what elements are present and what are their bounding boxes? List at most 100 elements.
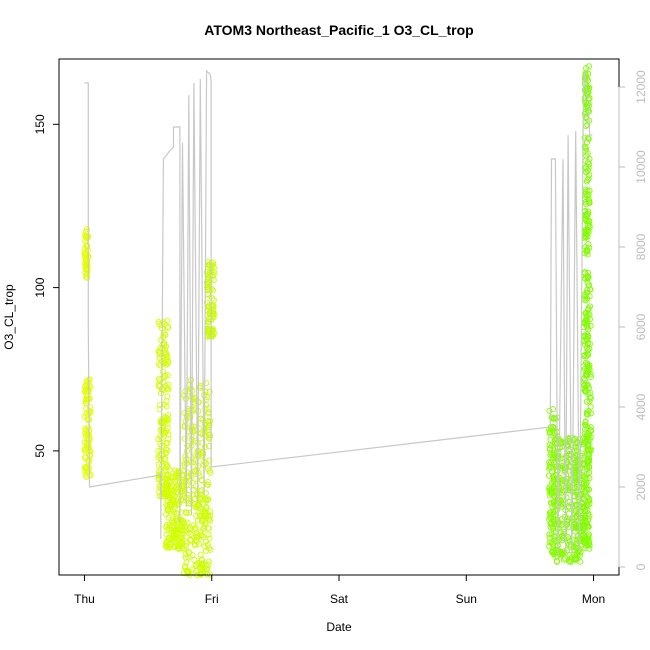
data-point xyxy=(166,534,173,541)
data-point xyxy=(168,487,175,494)
data-point xyxy=(181,487,188,494)
data-point xyxy=(82,471,89,478)
data-point xyxy=(582,297,589,304)
data-point xyxy=(182,509,190,516)
data-point xyxy=(585,384,593,391)
data-point xyxy=(585,432,592,439)
data-point xyxy=(550,511,557,518)
data-point xyxy=(203,299,210,306)
data-point xyxy=(203,269,210,276)
x-axis: Thu Fri Sat Sun Mon xyxy=(74,574,605,606)
data-point xyxy=(200,534,207,541)
x-tick-label: Thu xyxy=(74,592,95,606)
data-point xyxy=(157,401,164,408)
data-point xyxy=(587,395,594,402)
data-point xyxy=(564,547,571,554)
data-point xyxy=(199,570,206,577)
data-point xyxy=(546,543,553,550)
data-point xyxy=(586,512,593,519)
data-point xyxy=(585,351,592,358)
x-tick-label: Mon xyxy=(582,592,605,606)
data-point xyxy=(84,264,91,271)
data-point xyxy=(548,468,556,476)
data-point xyxy=(580,532,587,539)
data-point xyxy=(574,555,581,562)
data-point xyxy=(583,320,590,327)
data-point xyxy=(166,478,174,485)
data-point xyxy=(207,469,214,476)
data-point xyxy=(159,417,167,424)
data-point xyxy=(582,317,589,324)
data-point xyxy=(197,529,204,536)
data-point xyxy=(86,395,93,402)
data-point xyxy=(204,478,211,486)
data-point xyxy=(583,436,590,443)
data-point xyxy=(165,324,172,331)
data-point xyxy=(585,241,592,248)
data-point xyxy=(584,121,591,129)
data-point xyxy=(197,505,204,512)
y2-tick-label: 6000 xyxy=(634,313,648,340)
data-point xyxy=(158,390,165,397)
data-point xyxy=(166,541,173,548)
y2-tick-label: 2000 xyxy=(634,473,648,500)
data-point xyxy=(83,233,91,240)
data-point xyxy=(182,554,189,561)
data-point xyxy=(166,467,173,474)
data-point xyxy=(546,459,553,466)
data-point xyxy=(546,428,553,435)
data-point xyxy=(558,521,565,528)
data-point xyxy=(187,536,194,543)
data-point xyxy=(586,497,593,504)
data-point xyxy=(584,372,591,379)
data-point xyxy=(581,421,589,428)
data-point xyxy=(202,538,210,545)
data-point xyxy=(189,479,196,486)
data-point xyxy=(164,440,171,447)
data-point xyxy=(546,407,553,414)
data-point xyxy=(163,543,170,550)
data-point xyxy=(173,541,180,548)
data-point xyxy=(85,424,92,431)
data-point xyxy=(583,370,590,377)
data-point xyxy=(205,558,212,565)
data-point xyxy=(587,322,594,329)
data-point xyxy=(182,395,189,402)
data-point xyxy=(583,409,590,416)
data-point xyxy=(164,317,171,324)
data-point xyxy=(567,543,574,550)
data-point xyxy=(189,551,196,559)
data-point xyxy=(162,450,170,457)
y2-tick-label: 10000 xyxy=(634,150,648,184)
data-point xyxy=(206,515,213,522)
data-point xyxy=(582,310,589,317)
data-point xyxy=(164,447,171,454)
data-point xyxy=(198,561,205,568)
data-point xyxy=(583,352,590,360)
data-point xyxy=(574,533,581,540)
secondary-series xyxy=(84,69,593,560)
data-point xyxy=(583,398,590,405)
data-point xyxy=(197,551,204,558)
y2-tick-label: 0 xyxy=(634,563,648,570)
data-point xyxy=(206,309,213,317)
data-point xyxy=(178,532,185,539)
data-points xyxy=(81,63,595,578)
data-point xyxy=(173,470,180,477)
data-point xyxy=(162,331,169,338)
data-point xyxy=(586,311,593,318)
data-point xyxy=(559,537,566,544)
data-point xyxy=(192,542,199,549)
data-point xyxy=(573,447,580,454)
y-axis-right: 0 2000 4000 6000 8000 10000 12000 xyxy=(618,70,648,570)
data-point xyxy=(586,187,593,194)
data-point xyxy=(81,447,88,454)
x-axis-label: Date xyxy=(326,620,352,634)
data-point xyxy=(586,303,594,310)
data-point xyxy=(182,542,189,549)
data-point xyxy=(179,536,186,543)
data-point xyxy=(586,542,593,549)
data-point xyxy=(586,394,593,401)
data-point xyxy=(553,558,561,565)
data-point xyxy=(586,155,593,162)
